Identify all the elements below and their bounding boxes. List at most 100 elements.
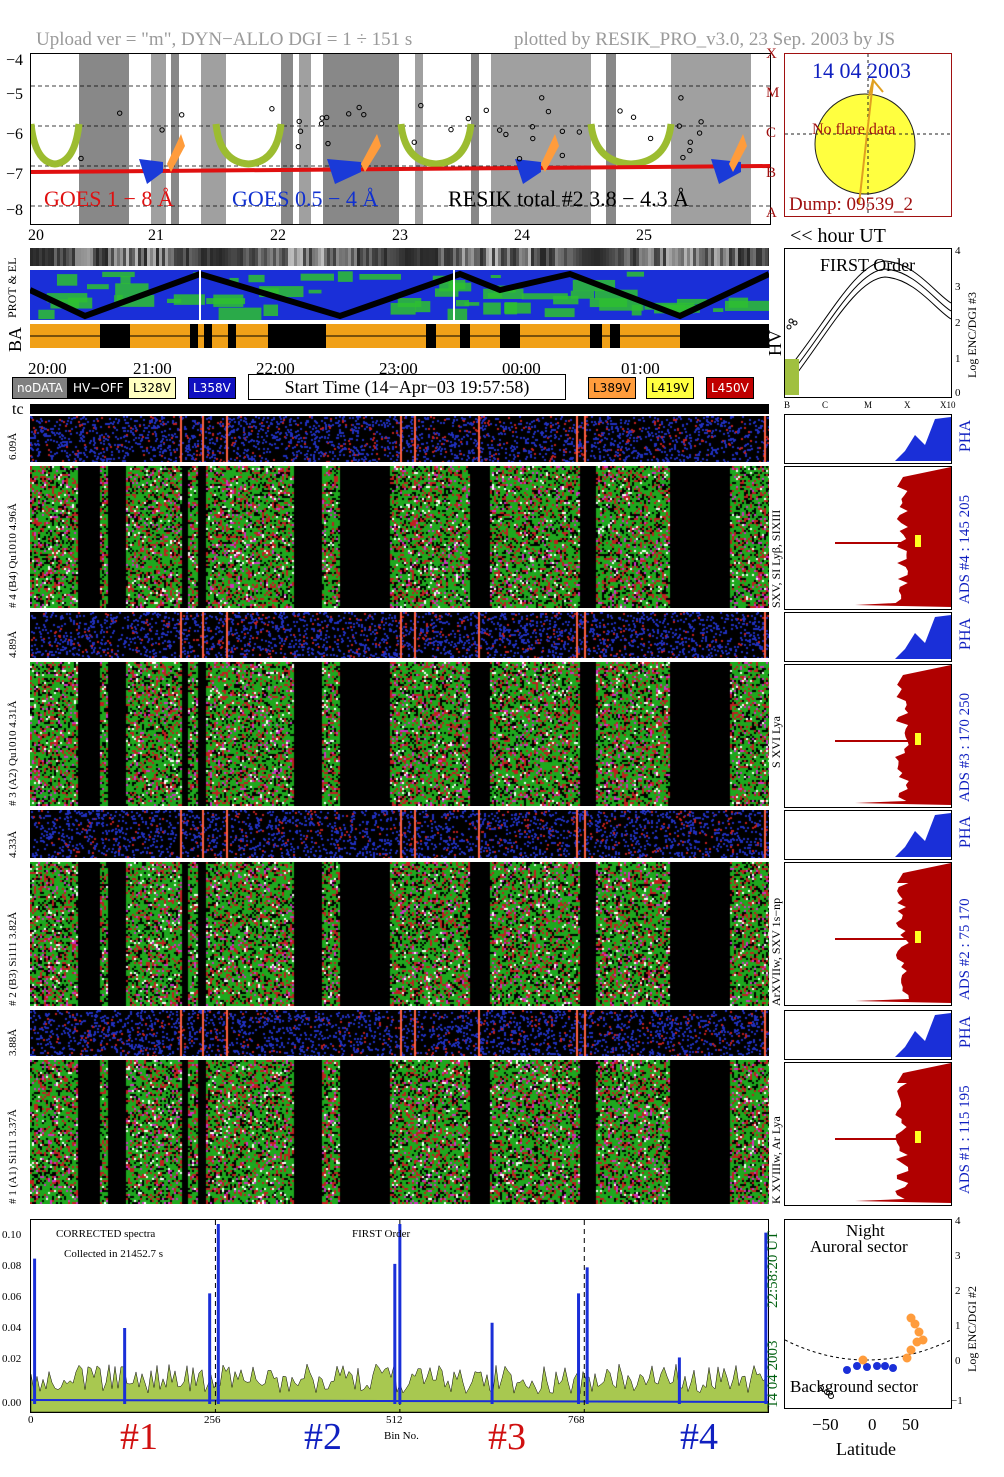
el-strip-cell (342, 248, 345, 266)
goes-scatter-point (296, 118, 302, 125)
sun-no-flare: No flare data (812, 121, 896, 138)
el-strip-cell (504, 248, 507, 266)
el-strip-cell (687, 248, 690, 266)
el-strip-cell (294, 248, 297, 266)
lat-open-point (828, 1393, 834, 1399)
goes-scatter-point (559, 152, 566, 159)
goes-ytick-3: −6 (6, 126, 24, 143)
goes-ytick-1: −4 (6, 52, 24, 69)
el-strip-cell (729, 248, 732, 266)
ba-strip (30, 324, 769, 348)
el-strip-cell (141, 248, 144, 266)
el-strip-cell (240, 248, 243, 266)
lat-night-label: Night (846, 1221, 885, 1240)
el-strip-cell (264, 248, 267, 266)
channel-spectrogram-4 (30, 466, 769, 608)
ads-hist-fill (855, 1063, 951, 1203)
el-strip-cell (756, 248, 759, 266)
goes-short-blob (139, 159, 163, 184)
el-strip-cell (534, 248, 537, 266)
el-strip-cell (327, 248, 330, 266)
lat-blue-point (853, 1362, 861, 1370)
el-strip-cell (333, 248, 336, 266)
orbit-green-patch (46, 293, 88, 303)
el-strip-cell (429, 248, 432, 266)
channel-label-1-bottom: #1 (120, 1416, 158, 1458)
el-strip-cell (213, 248, 216, 266)
el-strip-cell (678, 248, 681, 266)
spec-ytick-004: 0.04 (2, 1322, 22, 1334)
orbit-green-patch (631, 304, 642, 316)
pha-canvas-3 (30, 612, 769, 658)
el-strip-cell (261, 248, 264, 266)
goes-shade-band (606, 54, 616, 224)
spec-ytick-002: 0.02 (2, 1353, 22, 1365)
pha-hist-svg-1 (785, 1013, 951, 1057)
ads-hist-svg-4 (835, 467, 951, 607)
el-strip-cell (459, 248, 462, 266)
el-strip-cell (759, 248, 762, 266)
el-strip-cell (537, 248, 540, 266)
time-tick-2300: 23:00 (379, 359, 418, 378)
orbit-green-patch (102, 271, 135, 278)
el-strip-cell (450, 248, 453, 266)
channel-label-2-bottom: #2 (304, 1416, 342, 1458)
el-strip-cell (582, 248, 585, 266)
el-strip-cell (720, 248, 723, 266)
el-strip-cell (381, 248, 384, 266)
el-strip-cell (375, 248, 378, 266)
pha-histogram-2 (784, 810, 952, 860)
legend-l389: L389V (588, 377, 636, 399)
el-strip-cell (609, 248, 612, 266)
spectrum-svg (30, 1220, 769, 1413)
el-strip-cell (42, 248, 45, 266)
spec-ytick-010: 0.10 (2, 1229, 22, 1241)
orbit-green-patch (116, 294, 155, 307)
el-strip-cell (75, 248, 78, 266)
hv-label: HV (765, 330, 785, 356)
lat-blue-point (863, 1363, 871, 1371)
el-strip-cell (303, 248, 306, 266)
el-strip-cell (543, 248, 546, 266)
el-strip-cell (282, 248, 285, 266)
el-strip-cell (708, 248, 711, 266)
goes-scatter-point (297, 128, 304, 134)
fo-xtick-x10: X10 (940, 400, 956, 410)
orbit-green-patch (258, 288, 279, 294)
el-strip-cell (519, 248, 522, 266)
ads-label-3: ADS #3 : 170 250 (957, 692, 973, 802)
el-strip-cell (435, 248, 438, 266)
orbit-green-patch (439, 282, 472, 292)
el-strip-cell (96, 248, 99, 266)
el-strip-cell (432, 248, 435, 266)
spec-xtick-512: 512 (386, 1414, 403, 1426)
pha-hist-svg-3 (785, 615, 951, 659)
el-strip-cell (315, 248, 318, 266)
el-strip-cell (177, 248, 180, 266)
lat-open-point (818, 1385, 824, 1391)
el-strip-cell (420, 248, 423, 266)
goes-scatter-point (319, 115, 325, 121)
goes-ytick-2: −5 (6, 86, 24, 103)
el-strip-cell (750, 248, 753, 266)
el-strip-cell (669, 248, 672, 266)
el-strip-cell (546, 248, 549, 266)
goes-scatter-point (529, 124, 536, 130)
el-strip-cell (36, 248, 39, 266)
el-strip-cell (330, 248, 333, 266)
el-strip-cell (540, 248, 543, 266)
ads-hist-svg-1 (835, 1063, 951, 1203)
el-strip-cell (372, 248, 375, 266)
goes-class-c: C (766, 125, 777, 141)
el-strip-cell (627, 248, 630, 266)
el-strip-cell (405, 248, 408, 266)
el-strip-cell (588, 248, 591, 266)
spectrum-note2: Collected in 21452.7 s (64, 1248, 163, 1260)
pha-histogram-1 (784, 1010, 952, 1060)
el-strip-cell (618, 248, 621, 266)
el-strip-cell (579, 248, 582, 266)
sun-date: 14 04 2003 (812, 58, 911, 83)
goes-scatter-point (696, 130, 703, 136)
orbit-green-patch (213, 294, 244, 307)
el-strip-cell (123, 248, 126, 266)
